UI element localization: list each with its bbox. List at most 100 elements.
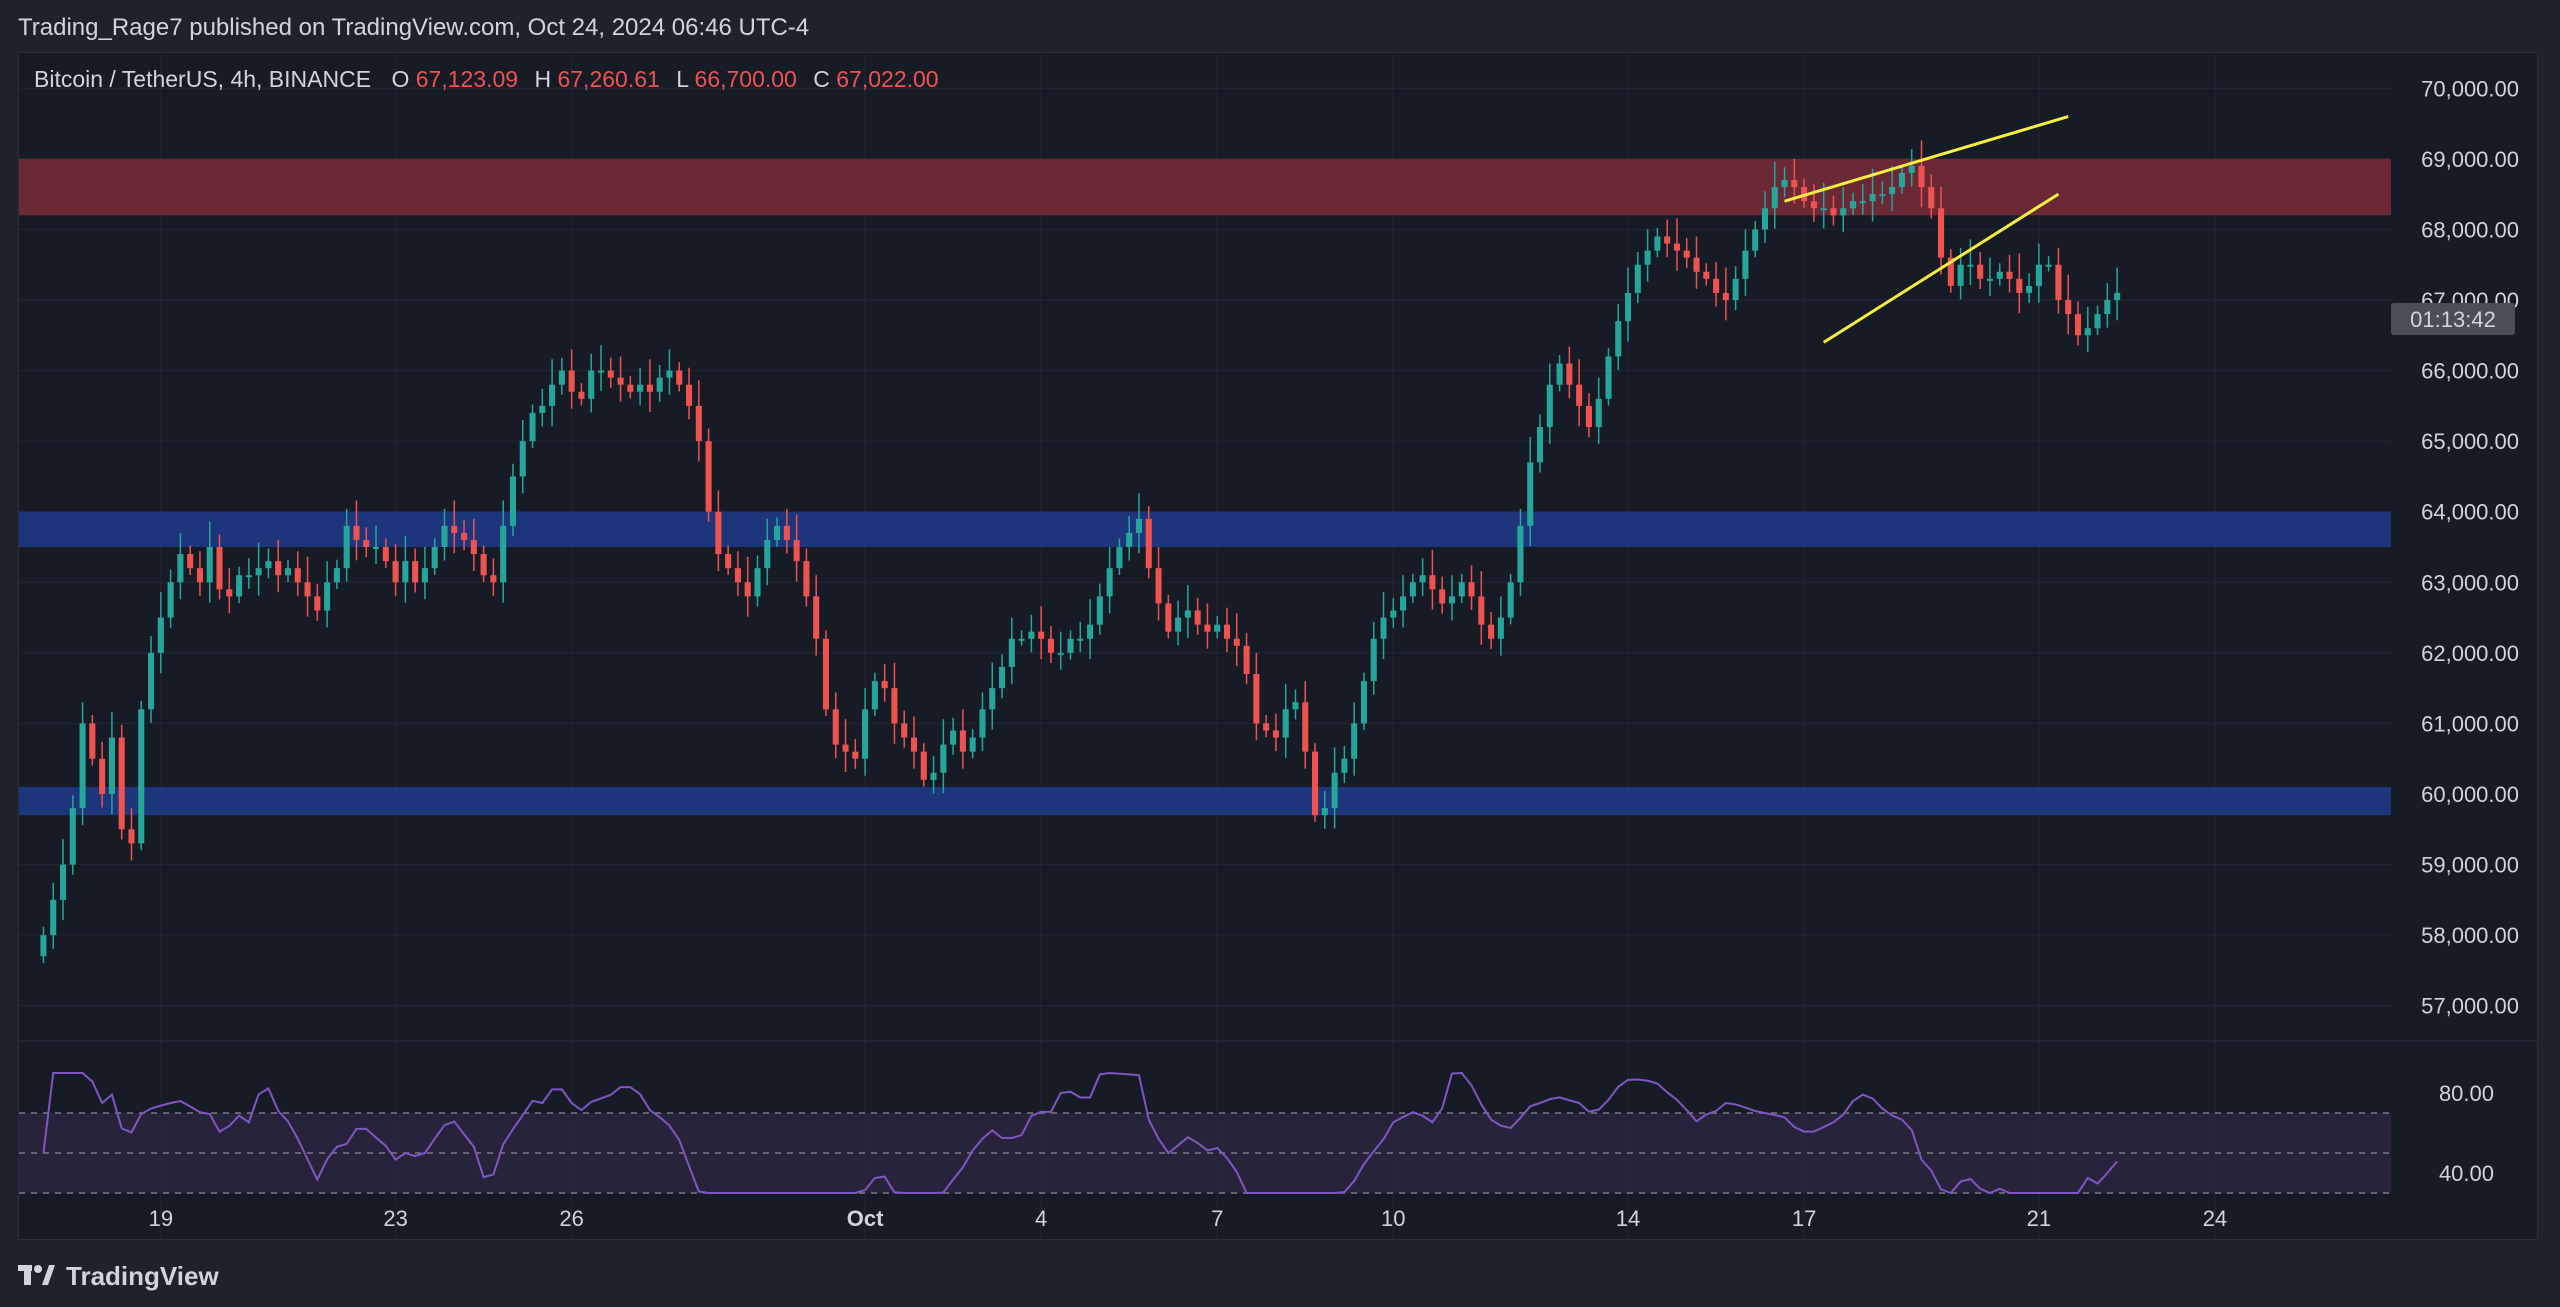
candle-body — [1067, 638, 1074, 653]
candle-body — [79, 723, 86, 809]
candle-body — [1351, 723, 1358, 759]
candle-body — [685, 384, 693, 406]
candle-body — [1233, 638, 1240, 646]
candle-body — [1116, 547, 1123, 569]
candle-body — [754, 568, 761, 597]
price-tick-label: 59,000.00 — [2421, 853, 2519, 878]
candle-body — [50, 899, 57, 936]
candle-body — [128, 829, 135, 844]
candle-body — [1321, 808, 1328, 816]
candle-body — [402, 561, 409, 583]
price-tick-label: 65,000.00 — [2421, 429, 2519, 454]
candle-body — [1693, 257, 1700, 272]
rsi-tick-label: 40.00 — [2439, 1161, 2494, 1186]
price-tick-label: 70,000.00 — [2421, 76, 2519, 101]
candle-body — [167, 582, 174, 618]
candle-body — [1419, 575, 1426, 583]
candle-body — [1263, 723, 1270, 731]
resistance-zone — [19, 158, 2391, 216]
candle-body — [2026, 285, 2033, 293]
candle-body — [1106, 568, 1113, 597]
candle-body — [539, 405, 546, 413]
candle-body — [910, 737, 918, 752]
candle-body — [353, 525, 360, 540]
wedge-lower-line — [1822, 192, 2060, 344]
brand-name: TradingView — [66, 1260, 219, 1291]
candle-body — [324, 582, 331, 611]
candle-body — [930, 772, 937, 780]
candle-body — [1214, 624, 1221, 632]
candle-body — [314, 596, 321, 611]
candle-body — [1087, 624, 1094, 639]
time-tick-label: 19 — [149, 1206, 173, 1231]
candle-body — [2006, 271, 2013, 279]
candle-body — [901, 723, 908, 738]
candle-body — [578, 391, 585, 399]
candle-body — [1175, 617, 1182, 632]
candle-body — [862, 709, 869, 759]
price-axis: 70,000.0069,000.0068,000.0067,000.0066,0… — [2421, 76, 2519, 1018]
candle-body — [89, 723, 96, 759]
candle-body — [1859, 201, 1866, 204]
candle-body — [969, 737, 976, 752]
candle-body — [1722, 292, 1729, 300]
candle-body — [1527, 462, 1534, 526]
candle-body — [2065, 300, 2072, 315]
price-tick-label: 63,000.00 — [2421, 570, 2519, 595]
candle-body — [1576, 384, 1583, 406]
candle-body — [206, 547, 213, 583]
candle-body — [715, 511, 722, 555]
time-tick-label: 21 — [2027, 1206, 2051, 1231]
candle-body — [138, 709, 145, 844]
candle-body — [1879, 194, 1886, 197]
candle-body — [1282, 709, 1289, 738]
candle-body — [1644, 250, 1651, 265]
candle-body — [1145, 518, 1152, 569]
candle-body — [1409, 582, 1416, 597]
support-zone — [19, 511, 2391, 547]
candle-body — [519, 441, 526, 477]
candle-body — [1585, 405, 1592, 428]
candle-body — [1546, 384, 1553, 428]
candle-body — [774, 525, 781, 540]
candle-body — [1977, 264, 1984, 279]
candle-body — [744, 582, 751, 597]
candle-body — [920, 751, 927, 780]
candle-body — [2016, 278, 2023, 293]
candle-body — [1625, 292, 1632, 322]
candle-body — [2035, 264, 2042, 286]
high-value: 67,260.61 — [557, 66, 659, 92]
candle-body — [1918, 165, 1925, 188]
candle-body — [1830, 208, 1837, 216]
candle-body — [1889, 187, 1896, 195]
candle-body — [1458, 582, 1465, 597]
candle-body — [1742, 250, 1749, 279]
candle-body — [40, 935, 47, 957]
candle-body — [226, 589, 233, 597]
candle-body — [216, 547, 223, 590]
candle-body — [1928, 187, 1935, 209]
candle-body — [1272, 730, 1279, 738]
low-label: L — [676, 66, 689, 92]
chart-frame[interactable]: 70,000.00 69,000.00 68,000.00 67,000.00 66,0… — [18, 52, 2538, 1240]
candle-body — [734, 568, 741, 583]
time-tick-label: 7 — [1211, 1206, 1223, 1231]
candle-body — [500, 525, 507, 583]
candle-body — [764, 539, 771, 569]
rsi-band — [19, 1113, 2391, 1193]
price-tick-label: 66,000.00 — [2421, 359, 2519, 384]
candle-body — [99, 758, 106, 794]
time-tick-label: 4 — [1035, 1206, 1047, 1231]
candle-body — [627, 384, 634, 392]
candle-body — [187, 554, 194, 569]
rsi-tick-label: 80.00 — [2439, 1081, 2494, 1106]
candle-body — [803, 561, 810, 597]
candle-body — [617, 377, 624, 385]
candle-body — [1184, 610, 1191, 618]
candle-body — [705, 441, 712, 512]
candle-body — [157, 617, 164, 653]
candle-body — [1155, 568, 1162, 604]
candle-body — [2045, 264, 2052, 267]
candle-body — [637, 384, 644, 392]
price-chart[interactable]: 70,000.0069,000.0068,000.0067,000.0066,0… — [19, 53, 2537, 1239]
